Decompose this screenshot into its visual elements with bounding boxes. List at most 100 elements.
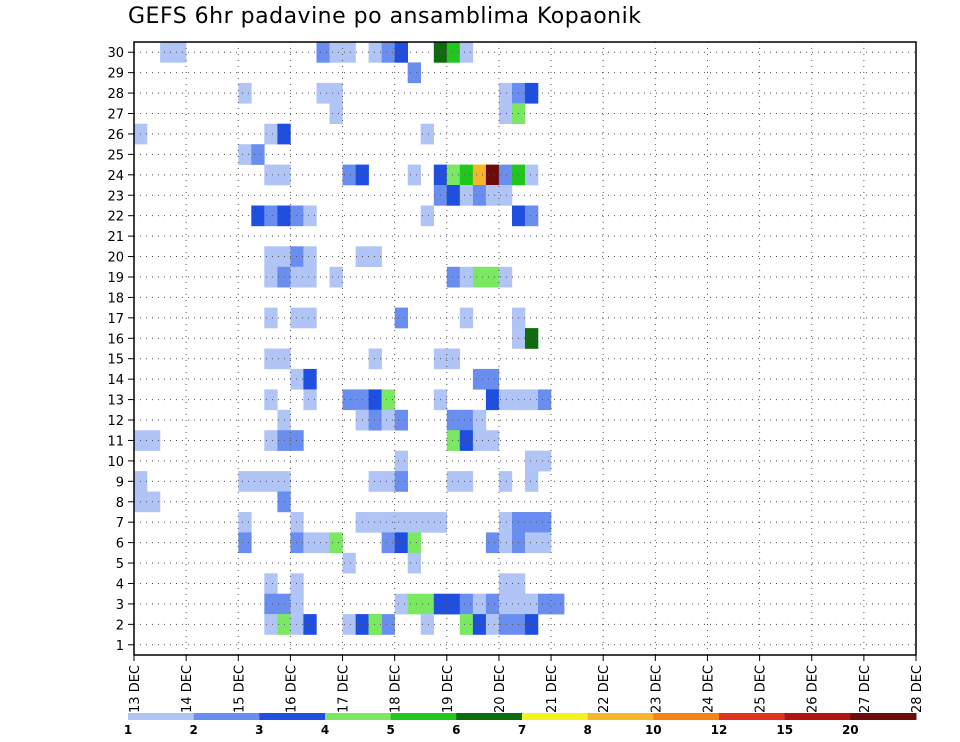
y-tick-label: 5 <box>116 557 124 572</box>
heatmap-cell <box>290 205 304 227</box>
heatmap-cell <box>316 42 330 63</box>
heatmap-cell <box>498 266 513 288</box>
heatmap-cell <box>407 532 421 554</box>
heatmap-cell <box>472 266 487 288</box>
heatmap-cell <box>303 389 317 411</box>
heatmap-cell <box>290 266 304 288</box>
heatmap-cell <box>147 491 161 513</box>
heatmap-cell <box>173 42 187 63</box>
heatmap-cell <box>303 532 317 554</box>
legend-label: 7 <box>518 723 526 737</box>
heatmap-cell <box>525 82 539 104</box>
heatmap-cell <box>420 205 434 227</box>
heatmap-cell <box>446 185 461 206</box>
heatmap-cell <box>407 62 421 84</box>
heatmap-cell <box>290 368 304 390</box>
heatmap-cell <box>264 348 278 370</box>
heatmap-cell <box>394 450 408 472</box>
heatmap-cell <box>303 368 317 390</box>
y-tick-label: 1 <box>116 639 124 654</box>
legend-label: 6 <box>452 723 460 737</box>
y-tick-label: 23 <box>107 189 124 204</box>
heatmap-cell <box>329 42 343 63</box>
heatmap-cell <box>472 185 487 206</box>
heatmap-cell <box>498 164 513 186</box>
heatmap-cell <box>525 614 539 635</box>
heatmap-cell <box>264 430 278 451</box>
heatmap-cell <box>303 246 317 267</box>
y-tick-label: 13 <box>107 394 124 409</box>
heatmap-cell <box>485 389 500 411</box>
heatmap-cell <box>368 614 382 635</box>
heatmap-cell <box>303 205 317 227</box>
heatmap-cell <box>381 471 395 492</box>
legend-swatch <box>784 713 851 720</box>
legend-swatch <box>456 713 523 720</box>
y-tick-label: 28 <box>107 87 124 102</box>
x-tick-label: 16 DEC <box>284 665 299 713</box>
heatmap-cell <box>394 409 408 431</box>
x-tick-label: 28 DEC <box>910 665 925 713</box>
heatmap-cell <box>368 512 382 533</box>
heatmap-cell <box>407 512 421 533</box>
heatmap-cell <box>459 42 474 63</box>
y-tick-label: 15 <box>107 353 124 368</box>
heatmap-cell <box>368 389 382 411</box>
y-tick-label: 24 <box>107 169 124 184</box>
heatmap-cell <box>238 512 252 533</box>
heatmap-cell <box>264 123 278 145</box>
legend-label: 8 <box>584 723 592 737</box>
heatmap-cell <box>394 42 408 63</box>
y-tick-label: 4 <box>116 577 124 592</box>
y-tick-label: 12 <box>107 414 124 429</box>
heatmap-cell <box>342 389 356 411</box>
heatmap-cell <box>459 164 474 186</box>
y-tick-label: 18 <box>107 291 124 306</box>
legend-swatch <box>259 713 326 720</box>
heatmap-cell <box>459 593 474 615</box>
heatmap-cell <box>459 266 474 288</box>
heatmap-cell <box>342 552 356 574</box>
heatmap-cell <box>290 512 304 533</box>
y-tick-label: 3 <box>116 598 124 613</box>
heatmap-cell <box>368 42 382 63</box>
heatmap-cell <box>485 185 500 206</box>
heatmap-cell <box>525 593 539 615</box>
y-tick-label: 10 <box>107 455 124 470</box>
heatmap-cell <box>251 471 265 492</box>
heatmap-cell <box>538 512 552 533</box>
heatmap-cell <box>446 42 461 63</box>
heatmap-cell <box>420 512 434 533</box>
heatmap-cell <box>329 266 343 288</box>
chart-title: GEFS 6hr padavine po ansamblima Kopaonik <box>128 4 642 29</box>
heatmap-cell <box>498 103 513 124</box>
heatmap-cell <box>485 164 500 186</box>
heatmap-cell <box>394 512 408 533</box>
legend-label: 12 <box>711 723 728 737</box>
heatmap-cell <box>394 471 408 492</box>
heatmap-cell <box>420 593 434 615</box>
legend-swatch <box>325 713 392 720</box>
heatmap-cell <box>238 471 252 492</box>
heatmap-cell <box>251 144 265 165</box>
heatmap-cell <box>538 532 552 554</box>
heatmap-cell <box>290 307 304 329</box>
heatmap-cell <box>459 471 474 492</box>
heatmap-cell <box>446 164 461 186</box>
y-tick-label: 30 <box>107 46 124 61</box>
y-tick-label: 19 <box>107 271 124 286</box>
heatmap-cell <box>420 614 434 635</box>
y-tick-label: 16 <box>107 332 124 347</box>
heatmap-cell <box>368 348 382 370</box>
heatmap-cell <box>160 42 174 63</box>
legend-label: 1 <box>124 723 132 737</box>
x-tick-label: 25 DEC <box>754 665 769 713</box>
heatmap-cell <box>303 266 317 288</box>
heatmap-cell <box>485 614 500 635</box>
legend-swatch <box>653 713 720 720</box>
heatmap-cell <box>381 614 395 635</box>
x-tick-label: 18 DEC <box>389 665 404 713</box>
heatmap-cell <box>368 471 382 492</box>
heatmap-cell <box>472 430 487 451</box>
heatmap-cell <box>238 82 252 104</box>
